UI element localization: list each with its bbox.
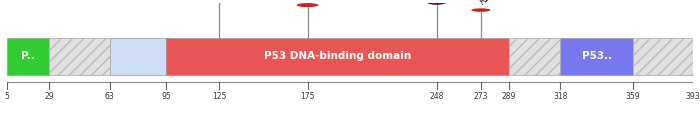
Text: R175H: R175H [305,0,332,1]
Text: 125: 125 [212,92,226,101]
Text: P53..: P53.. [582,51,612,61]
Bar [50,38,109,75]
Bar [509,38,561,75]
Text: 63: 63 [105,92,114,101]
Bar [633,38,693,75]
Text: R273C: R273C [479,0,505,6]
Text: 273: 273 [474,92,488,101]
Text: 359: 359 [626,92,641,101]
Text: 289: 289 [502,92,517,101]
Text: 95: 95 [161,92,171,101]
Bar [633,38,693,75]
Text: 5: 5 [5,92,9,101]
Text: P53 DNA-binding domain: P53 DNA-binding domain [264,51,411,61]
Bar [109,38,166,75]
Circle shape [471,8,491,12]
Circle shape [297,3,319,7]
Text: 175: 175 [300,92,315,101]
Bar [166,38,509,75]
Text: 248: 248 [429,92,444,101]
Bar [509,38,561,75]
Bar [50,38,109,75]
Text: 318: 318 [553,92,568,101]
Text: 393: 393 [686,92,700,101]
Text: P..: P.. [21,51,35,61]
Bar [7,38,50,75]
Bar [561,38,633,75]
Text: 29: 29 [45,92,54,101]
Ellipse shape [424,0,449,5]
